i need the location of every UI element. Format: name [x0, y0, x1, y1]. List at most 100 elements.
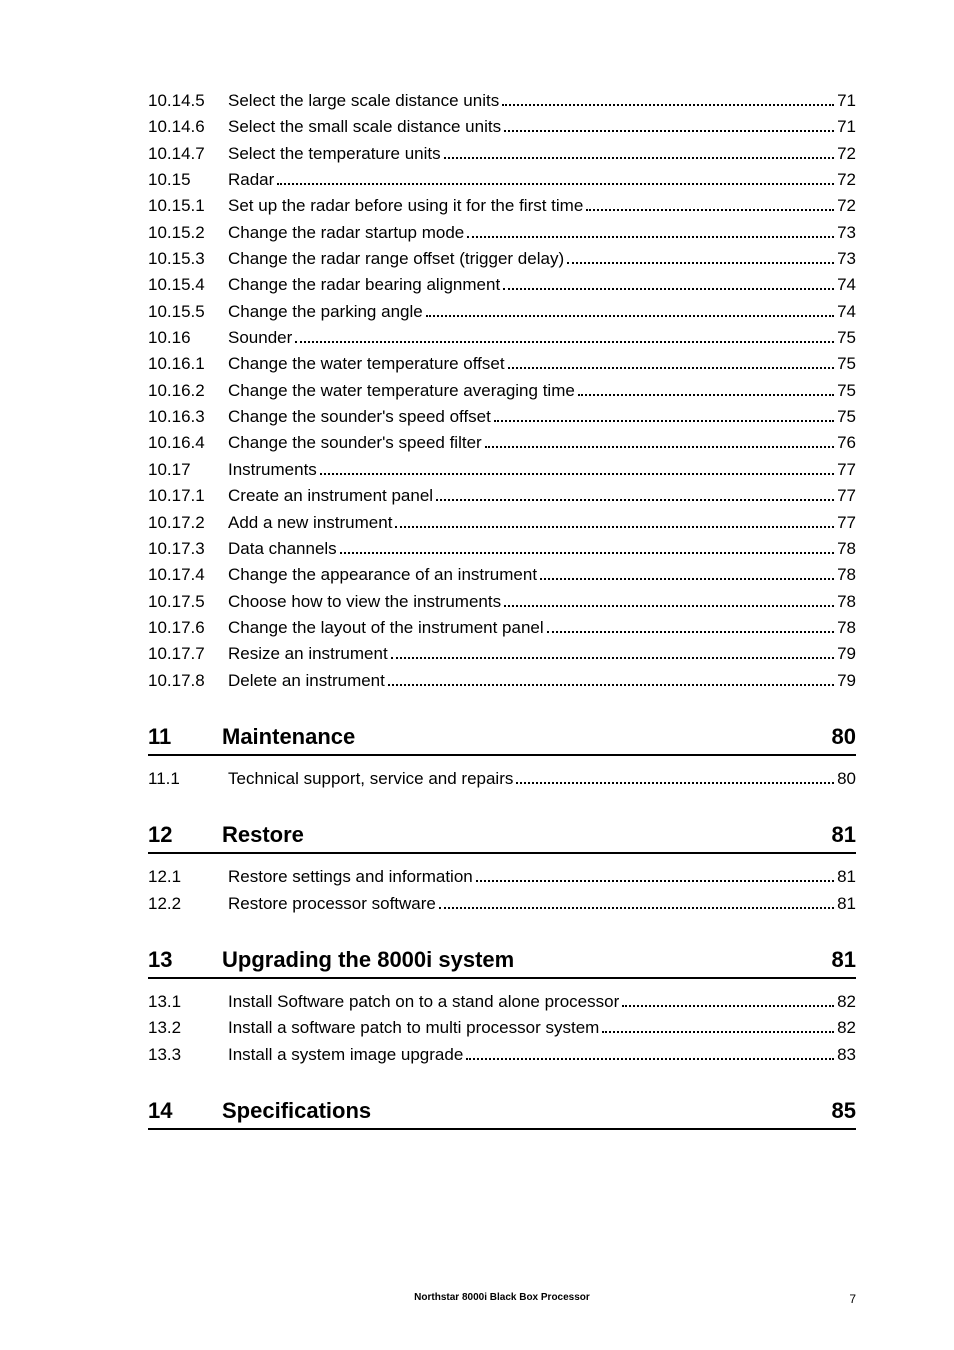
toc-entry-title: Select the small scale distance units — [228, 114, 501, 140]
toc-entry-number: 10.15 — [148, 167, 228, 193]
section-title: Upgrading the 8000i system — [222, 947, 832, 973]
toc-entry-page: 75 — [837, 325, 856, 351]
section-page: 81 — [832, 947, 856, 973]
toc-entry: 10.17.6Change the layout of the instrume… — [148, 615, 856, 641]
toc-entry-title: Resize an instrument — [228, 641, 388, 667]
toc-entry-title: Change the appearance of an instrument — [228, 562, 537, 588]
footer: Northstar 8000i Black Box Processor 7 — [148, 1292, 856, 1306]
toc-entry-page: 83 — [837, 1042, 856, 1068]
toc-entry: 10.16.3Change the sounder's speed offset… — [148, 404, 856, 430]
toc-leader-dots — [391, 657, 834, 659]
toc-entry-title: Change the sounder's speed offset — [228, 404, 491, 430]
section-header: 12Restore81 — [148, 822, 856, 854]
section-page: 80 — [832, 724, 856, 750]
toc-entry-number: 10.16.3 — [148, 404, 228, 430]
toc-entry-title: Restore processor software — [228, 891, 436, 917]
toc-entry-number: 10.17.5 — [148, 589, 228, 615]
toc-entry-number: 10.14.5 — [148, 88, 228, 114]
section-title: Specifications — [222, 1098, 832, 1124]
toc-entry-number: 13.2 — [148, 1015, 228, 1041]
toc-leader-dots — [466, 1058, 834, 1060]
toc-entry-number: 10.16 — [148, 325, 228, 351]
toc-leader-dots — [547, 631, 834, 633]
toc-entry-number: 10.17.8 — [148, 668, 228, 694]
section-number: 13 — [148, 947, 222, 973]
toc-entry-number: 10.16.2 — [148, 378, 228, 404]
toc-entry-number: 10.15.2 — [148, 220, 228, 246]
section-title: Maintenance — [222, 724, 832, 750]
toc-entry-page: 77 — [837, 510, 856, 536]
toc-entry: 10.17.5Choose how to view the instrument… — [148, 589, 856, 615]
toc-leader-dots — [586, 209, 834, 211]
section-page: 81 — [832, 822, 856, 848]
toc-entry-title: Change the parking angle — [228, 299, 423, 325]
toc-entry-title: Set up the radar before using it for the… — [228, 193, 583, 219]
toc-entry-page: 79 — [837, 641, 856, 667]
toc-entry-page: 73 — [837, 220, 856, 246]
toc-entry: 13.1Install Software patch on to a stand… — [148, 989, 856, 1015]
toc-entry-page: 74 — [837, 272, 856, 298]
section-header: 14Specifications85 — [148, 1098, 856, 1130]
toc-entry-page: 79 — [837, 668, 856, 694]
toc-entry-number: 10.14.6 — [148, 114, 228, 140]
toc-entry-title: Choose how to view the instruments — [228, 589, 501, 615]
toc-entry-number: 10.15.3 — [148, 246, 228, 272]
toc-entry-page: 78 — [837, 615, 856, 641]
toc-entry-number: 10.17.6 — [148, 615, 228, 641]
toc-entry-page: 71 — [837, 88, 856, 114]
section-number: 11 — [148, 724, 222, 750]
toc-entry-number: 12.2 — [148, 891, 228, 917]
footer-page-number: 7 — [849, 1292, 856, 1306]
toc-entry-page: 72 — [837, 167, 856, 193]
toc-entry-title: Sounder — [228, 325, 292, 351]
toc-leader-dots — [485, 446, 834, 448]
toc-entry-title: Change the water temperature averaging t… — [228, 378, 575, 404]
toc-entry-title: Change the radar range offset (trigger d… — [228, 246, 564, 272]
toc-entry: 10.17.3Data channels 78 — [148, 536, 856, 562]
toc-entry-page: 78 — [837, 536, 856, 562]
toc-entry: 10.16.4Change the sounder's speed filter… — [148, 430, 856, 456]
toc-leader-dots — [395, 526, 834, 528]
toc-entry-page: 76 — [837, 430, 856, 456]
toc-entry-page: 73 — [837, 246, 856, 272]
toc-entry: 10.15.2Change the radar startup mode73 — [148, 220, 856, 246]
toc-entry-number: 10.16.4 — [148, 430, 228, 456]
toc-leader-dots — [508, 367, 835, 369]
toc-leader-dots — [436, 499, 834, 501]
toc-leader-dots — [340, 552, 834, 554]
toc-entry: 10.15.1Set up the radar before using it … — [148, 193, 856, 219]
toc-entry-title: Install a system image upgrade — [228, 1042, 463, 1068]
section-number: 12 — [148, 822, 222, 848]
toc-entry-page: 82 — [837, 1015, 856, 1041]
footer-title: Northstar 8000i Black Box Processor — [148, 1292, 856, 1303]
toc-entry-number: 10.16.1 — [148, 351, 228, 377]
toc-entry-number: 11.1 — [148, 766, 228, 792]
toc-entry: 10.17.4Change the appearance of an instr… — [148, 562, 856, 588]
toc-leader-dots — [295, 341, 834, 343]
toc-entry-title: Data channels — [228, 536, 337, 562]
toc-entry-page: 72 — [837, 141, 856, 167]
toc-entry-title: Create an instrument panel — [228, 483, 433, 509]
toc-entry: 11.1Technical support, service and repai… — [148, 766, 856, 792]
section-number: 14 — [148, 1098, 222, 1124]
toc-leader-dots — [467, 236, 834, 238]
toc-entry-title: Add a new instrument — [228, 510, 392, 536]
toc-entry-number: 13.1 — [148, 989, 228, 1015]
toc-entry-title: Instruments — [228, 457, 317, 483]
toc-entry-number: 10.17 — [148, 457, 228, 483]
toc-leader-dots — [476, 880, 834, 882]
toc-leader-dots — [277, 183, 834, 185]
toc-entry-number: 10.17.3 — [148, 536, 228, 562]
section-header: 13Upgrading the 8000i system81 — [148, 947, 856, 979]
toc-entry: 10.15Radar72 — [148, 167, 856, 193]
toc-entry-number: 10.15.1 — [148, 193, 228, 219]
toc-leader-dots — [540, 578, 834, 580]
toc-leader-dots — [567, 262, 834, 264]
toc-entry: 12.2Restore processor software81 — [148, 891, 856, 917]
toc-entry-number: 10.17.4 — [148, 562, 228, 588]
toc-entry: 10.17.1Create an instrument panel77 — [148, 483, 856, 509]
toc-entry: 10.16.1Change the water temperature offs… — [148, 351, 856, 377]
page: 10.14.5Select the large scale distance u… — [0, 0, 954, 1350]
toc-entry-title: Change the water temperature offset — [228, 351, 505, 377]
toc-entry: 10.17Instruments77 — [148, 457, 856, 483]
